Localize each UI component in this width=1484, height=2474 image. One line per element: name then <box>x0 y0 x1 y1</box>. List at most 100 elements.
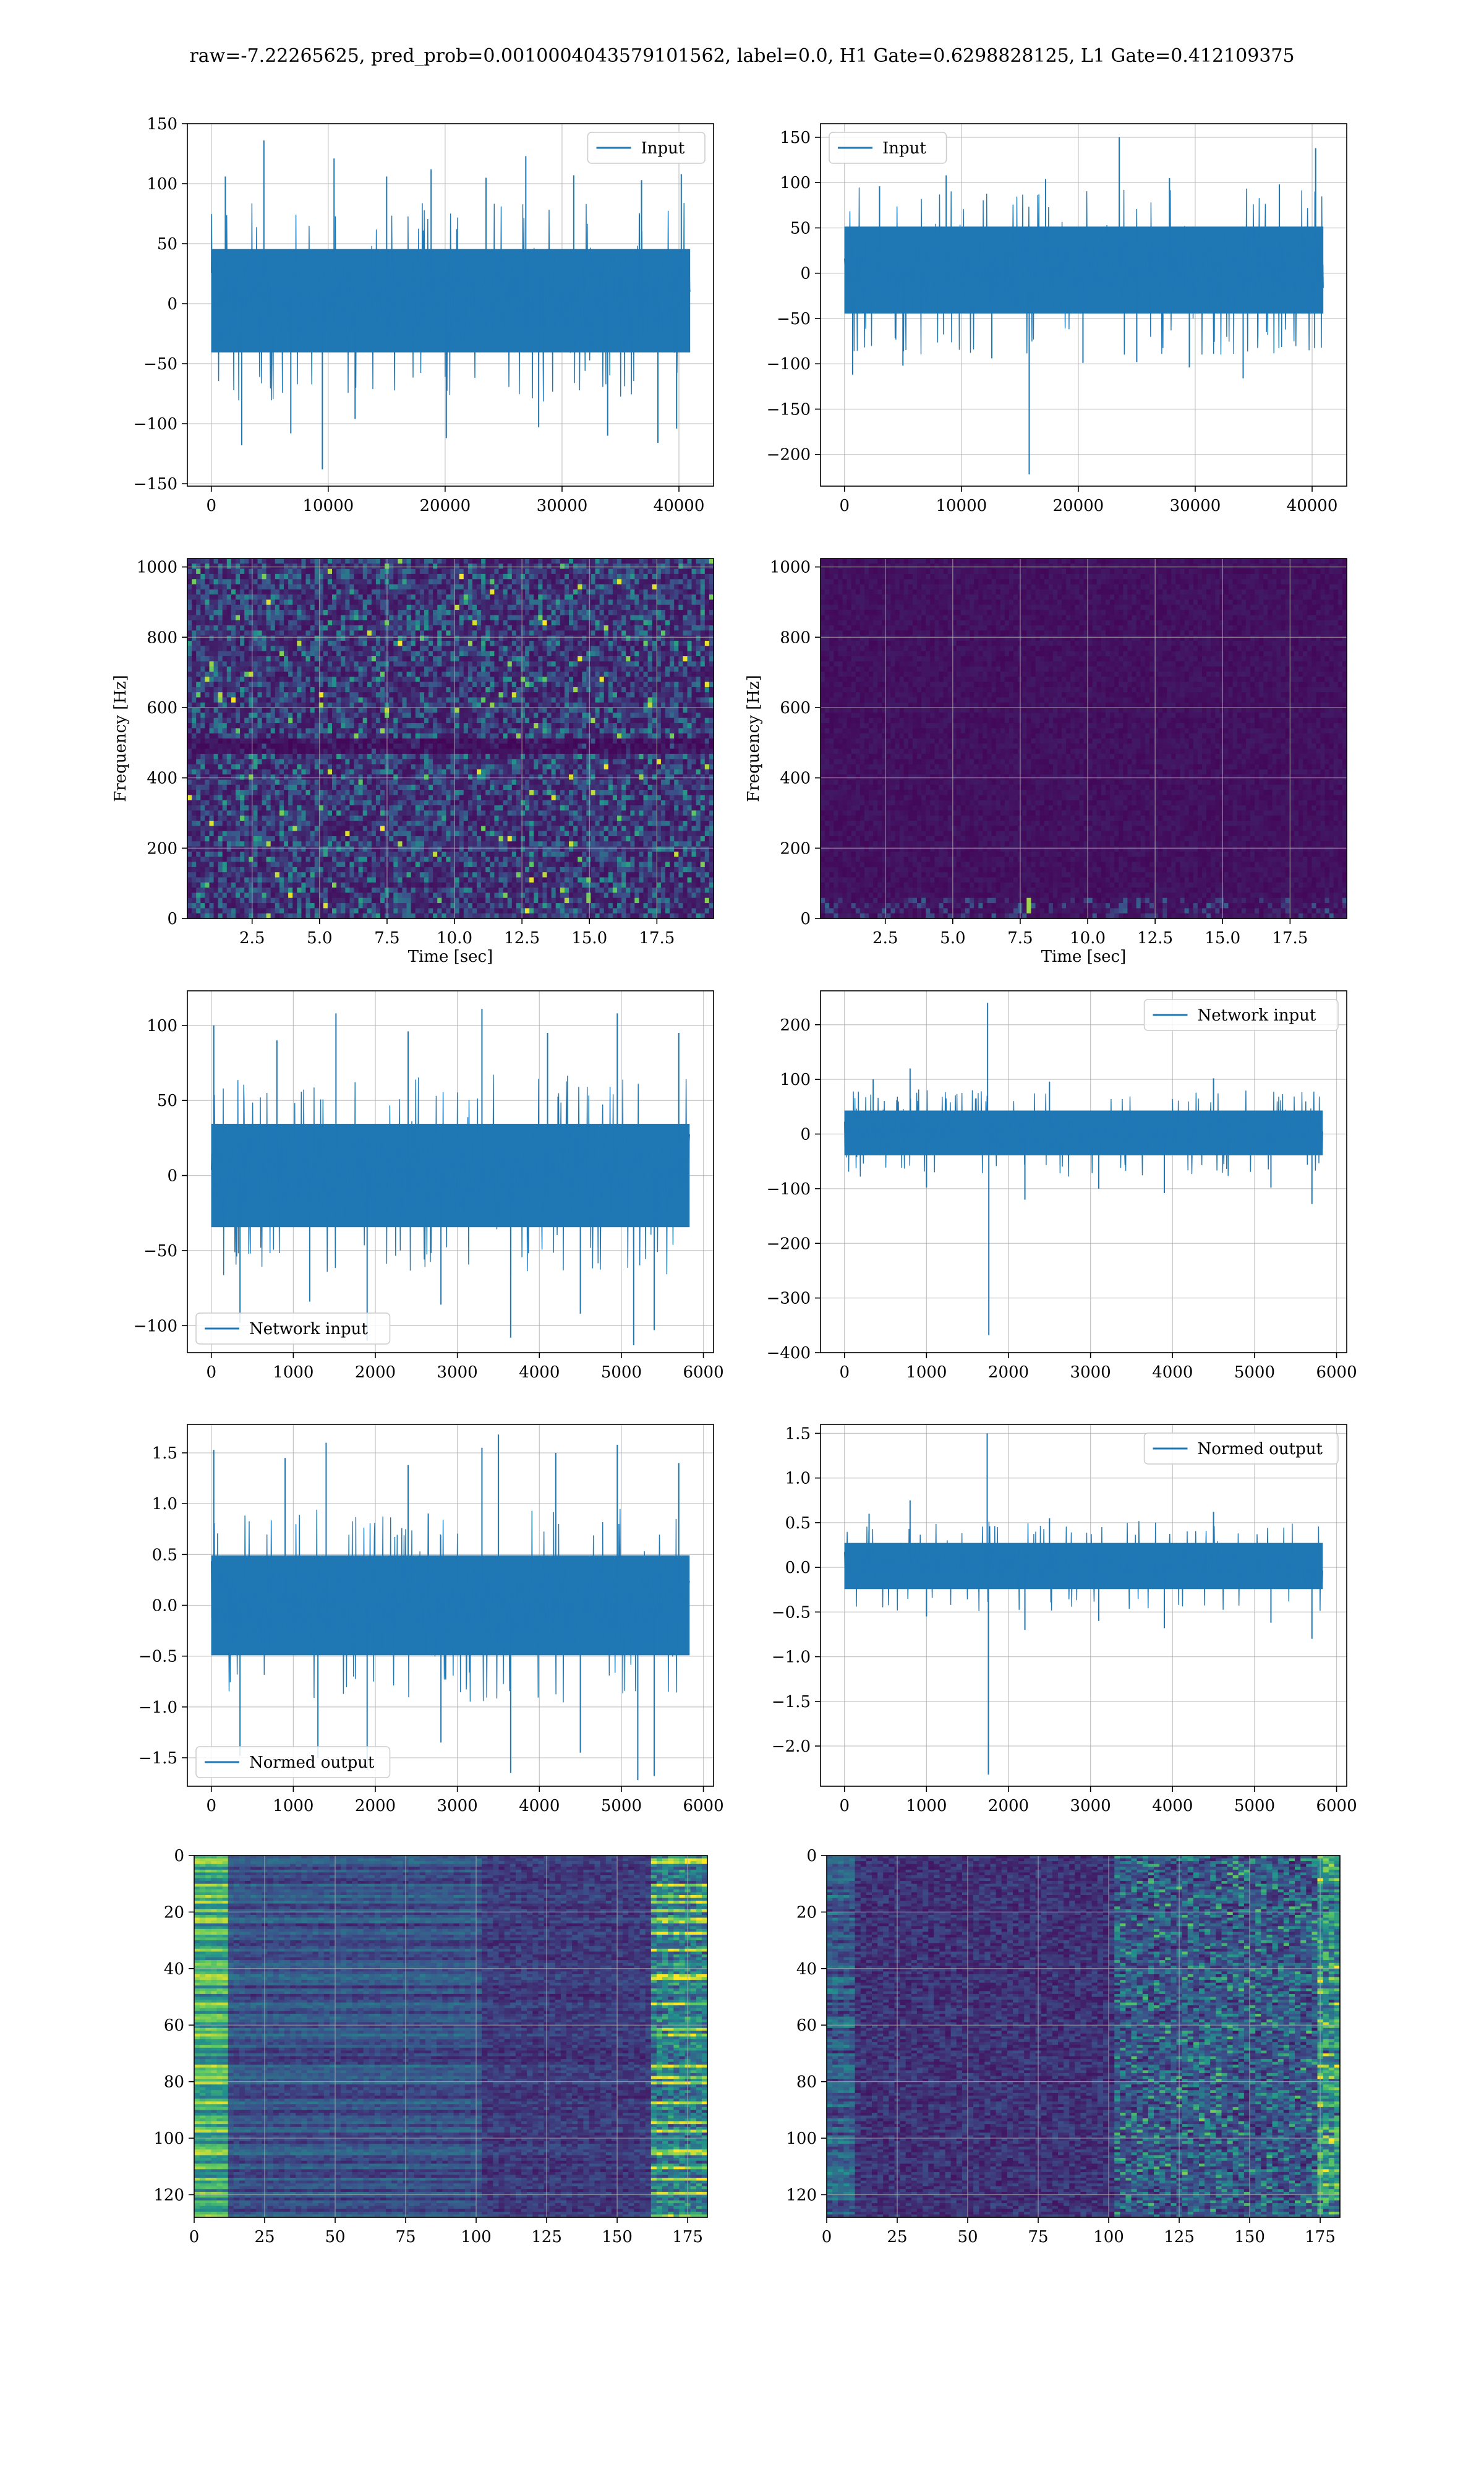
y-tick-label: 200 <box>780 1016 811 1035</box>
y-tick-label: 120 <box>786 2186 817 2204</box>
x-tick-label: 15.0 <box>1205 929 1240 948</box>
x-tick-label: 3000 <box>437 1363 478 1382</box>
y-tick-label: 100 <box>780 1071 811 1089</box>
y-tick-label: 20 <box>164 1903 184 1922</box>
chart-l1-normed-output: 0 1000 2000 3000 4000 5000 6000−2.0−1.5−1.0−0.… <box>772 1424 1357 1815</box>
legend: Input <box>829 132 947 163</box>
y-tick-label: 800 <box>780 628 811 647</box>
legend-label: Input <box>641 139 685 158</box>
y-tick-label: −200 <box>767 446 811 464</box>
x-tick-label: 6000 <box>1316 1797 1357 1815</box>
x-axis-label: Time [sec] <box>408 948 493 966</box>
x-tick-label: 100 <box>461 2228 492 2246</box>
x-tick-label: 0 <box>189 2228 200 2246</box>
legend: Normed output <box>1145 1433 1339 1464</box>
y-tick-label: 60 <box>164 2016 184 2035</box>
y-tick-label: 50 <box>157 1092 177 1110</box>
legend: Normed output <box>196 1747 390 1778</box>
x-tick-label: 10.0 <box>1070 929 1106 948</box>
y-tick-label: 100 <box>147 1017 177 1035</box>
x-tick-label: 75 <box>395 2228 416 2246</box>
y-tick-label: 50 <box>790 219 811 238</box>
x-tick-label: 125 <box>531 2228 562 2246</box>
chart-h1-network-input: 0 1000 2000 3000 4000 5000 6000−100−50050100Ne… <box>134 991 724 1382</box>
y-tick-label: 600 <box>147 699 177 717</box>
x-tick-label: 17.5 <box>639 929 675 948</box>
x-tick-label: 12.5 <box>1137 929 1173 948</box>
x-tick-label: 10.0 <box>437 929 472 948</box>
y-tick-label: 40 <box>796 1960 817 1979</box>
y-tick-label: 0 <box>167 295 177 314</box>
y-axis-label: Frequency [Hz] <box>111 675 130 802</box>
x-tick-label: 5000 <box>601 1797 642 1815</box>
x-tick-label: 2000 <box>355 1797 396 1815</box>
y-tick-label: 60 <box>796 2016 817 2035</box>
x-tick-label: 25 <box>887 2228 907 2246</box>
x-tick-label: 2000 <box>988 1797 1029 1815</box>
x-tick-label: 150 <box>1234 2228 1265 2246</box>
y-tick-label: −0.5 <box>772 1603 811 1622</box>
x-tick-label: 10000 <box>936 497 987 515</box>
chart-h1-input: 0 10000 20000 30000 40000−150−100−5005010015… <box>134 115 714 515</box>
y-tick-label: 50 <box>157 235 177 254</box>
y-tick-label: 0 <box>167 910 177 928</box>
y-tick-label: 0 <box>800 1126 811 1144</box>
y-tick-label: −400 <box>767 1344 811 1363</box>
x-tick-label: 10000 <box>302 497 354 515</box>
y-tick-label: 100 <box>786 2129 817 2148</box>
x-tick-label: 2.5 <box>239 929 265 948</box>
x-tick-label: 6000 <box>683 1363 723 1382</box>
y-tick-label: 150 <box>780 129 811 147</box>
y-axis-label: Frequency [Hz] <box>744 675 763 802</box>
y-tick-label: 800 <box>147 628 177 647</box>
x-tick-label: 6000 <box>1316 1363 1357 1382</box>
x-tick-label: 125 <box>1164 2228 1195 2246</box>
x-tick-label: 0 <box>839 1797 850 1815</box>
chart-l1-network-input: 0 1000 2000 3000 4000 5000 6000−400−300−200−10… <box>767 991 1357 1382</box>
y-tick-label: 400 <box>780 769 811 788</box>
y-tick-label: 40 <box>164 1960 184 1979</box>
figure-title: raw=-7.22265625, pred_prob=0.00100040435… <box>189 45 1294 67</box>
x-tick-label: 3000 <box>1070 1363 1111 1382</box>
x-tick-label: 75 <box>1028 2228 1048 2246</box>
y-tick-label: 0 <box>806 1847 817 1865</box>
x-tick-label: 4000 <box>519 1363 560 1382</box>
legend: Network input <box>196 1313 390 1344</box>
x-tick-label: 4000 <box>519 1797 560 1815</box>
y-tick-label: 200 <box>147 839 177 858</box>
y-tick-label: 20 <box>796 1903 817 1922</box>
x-tick-label: 100 <box>1093 2228 1124 2246</box>
x-tick-label: 7.5 <box>374 929 399 948</box>
y-tick-label: −150 <box>767 400 811 419</box>
y-tick-label: 0.5 <box>152 1546 177 1564</box>
legend-label: Normed output <box>1198 1440 1323 1458</box>
heatmap-cells <box>187 559 714 919</box>
y-tick-label: −200 <box>767 1235 811 1253</box>
y-tick-label: 1.5 <box>785 1424 811 1443</box>
x-tick-label: 30000 <box>1170 497 1221 515</box>
x-tick-label: 0 <box>822 2228 832 2246</box>
plot-frame <box>821 1424 1347 1786</box>
chart-h1-normed-output: 0 1000 2000 3000 4000 5000 6000−1.5−1.0−0.50.0… <box>139 1424 724 1815</box>
y-tick-label: 1000 <box>137 559 177 577</box>
y-tick-label: −1.0 <box>139 1698 177 1717</box>
x-tick-label: 3000 <box>437 1797 478 1815</box>
y-tick-label: −100 <box>134 1317 177 1335</box>
y-tick-label: 600 <box>780 699 811 717</box>
y-tick-label: 0 <box>167 1167 177 1186</box>
legend-label: Normed output <box>249 1753 375 1772</box>
y-tick-label: 150 <box>147 115 177 134</box>
x-tick-label: 3000 <box>1070 1797 1111 1815</box>
x-tick-label: 5.0 <box>307 929 332 948</box>
chart-l1-spectrogram: 2.5 5.0 7.5 10.0 12.5 15.0 17.5020040060080010… <box>744 559 1347 966</box>
x-tick-label: 0 <box>206 497 216 515</box>
heatmap-cells <box>821 559 1347 919</box>
y-tick-label: −50 <box>777 310 811 328</box>
y-tick-label: −1.5 <box>772 1693 811 1711</box>
legend: Input <box>588 132 706 163</box>
series-waveform <box>211 203 690 401</box>
x-tick-label: 175 <box>1305 2228 1336 2246</box>
